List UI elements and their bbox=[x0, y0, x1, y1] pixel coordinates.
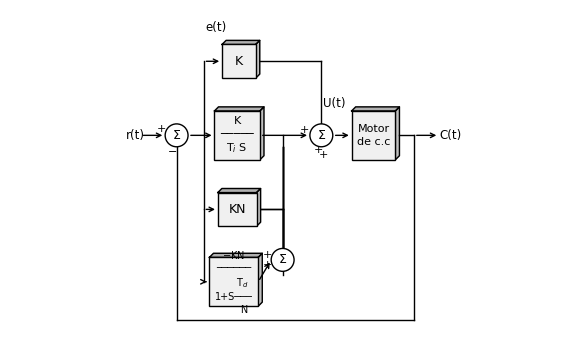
Polygon shape bbox=[222, 41, 260, 45]
Text: +: + bbox=[156, 124, 166, 134]
Text: K: K bbox=[235, 55, 243, 68]
Text: U(t): U(t) bbox=[323, 97, 345, 111]
Text: +: + bbox=[263, 250, 272, 260]
Circle shape bbox=[165, 124, 188, 147]
Text: K
─────
T$_i$ S: K ───── T$_i$ S bbox=[220, 116, 254, 155]
Circle shape bbox=[310, 124, 333, 147]
Bar bbox=[352, 111, 395, 160]
Text: +: + bbox=[263, 260, 272, 270]
Text: r(t): r(t) bbox=[126, 129, 145, 142]
Text: +: + bbox=[300, 125, 309, 135]
Text: $\Sigma$: $\Sigma$ bbox=[172, 129, 181, 142]
Bar bbox=[209, 257, 258, 306]
Polygon shape bbox=[352, 107, 399, 111]
Text: +: + bbox=[314, 145, 323, 155]
Polygon shape bbox=[256, 41, 260, 78]
Polygon shape bbox=[260, 107, 264, 160]
Text: $\Sigma$: $\Sigma$ bbox=[278, 254, 287, 266]
Text: e(t): e(t) bbox=[205, 21, 227, 34]
Text: Motor
de c.c: Motor de c.c bbox=[357, 124, 390, 147]
Polygon shape bbox=[209, 253, 263, 257]
Polygon shape bbox=[258, 253, 263, 306]
Text: +: + bbox=[319, 150, 332, 160]
Text: KN: KN bbox=[228, 203, 246, 216]
Bar bbox=[218, 193, 257, 226]
Polygon shape bbox=[395, 107, 399, 160]
Polygon shape bbox=[218, 189, 261, 193]
Circle shape bbox=[271, 248, 294, 271]
Text: $-$: $-$ bbox=[168, 145, 178, 155]
Text: $-$KN
──────
      T$_d$
1+S───
       N: $-$KN ────── T$_d$ 1+S─── N bbox=[215, 249, 253, 315]
Bar bbox=[222, 45, 256, 78]
Polygon shape bbox=[257, 189, 261, 226]
Bar bbox=[214, 111, 260, 160]
Text: $\Sigma$: $\Sigma$ bbox=[317, 129, 326, 142]
Text: C(t): C(t) bbox=[439, 129, 462, 142]
Polygon shape bbox=[214, 107, 264, 111]
